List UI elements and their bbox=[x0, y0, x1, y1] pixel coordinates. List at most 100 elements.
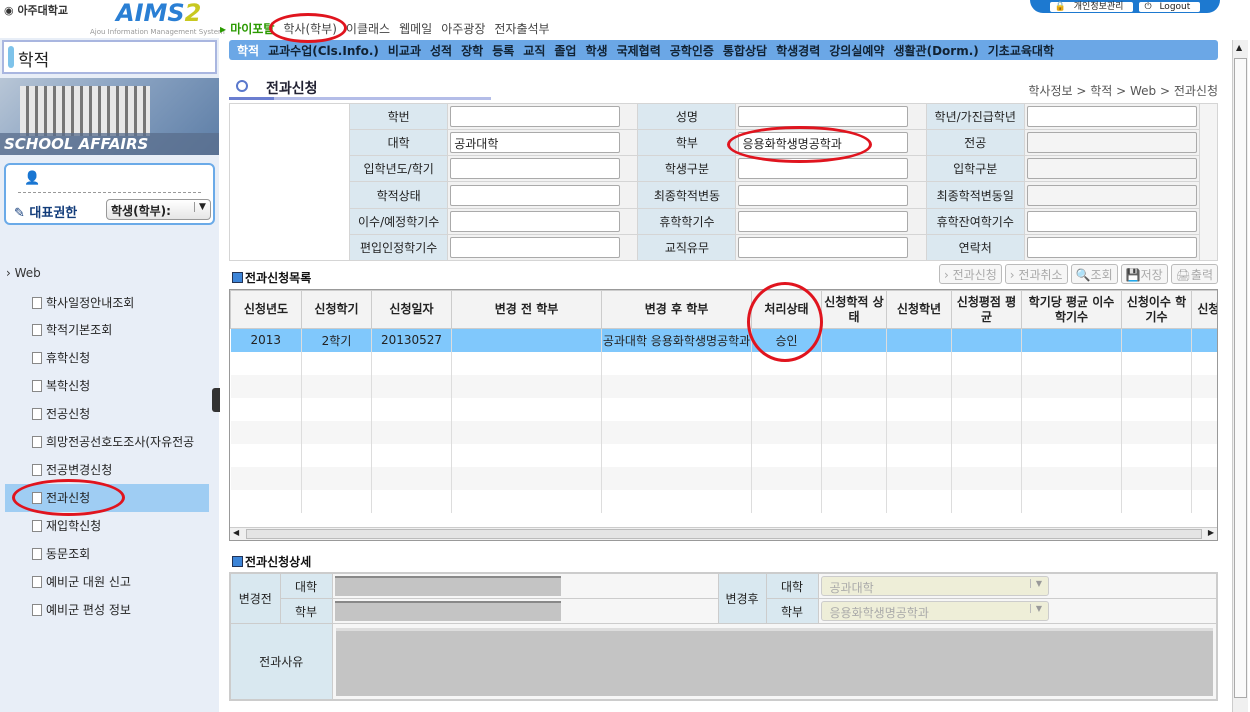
column-header[interactable]: 변경 후 학부 bbox=[601, 290, 752, 329]
sidebar-item[interactable]: 재입학신청 bbox=[32, 512, 209, 540]
menu-item[interactable]: 졸업 bbox=[554, 43, 577, 58]
scroll-left-icon[interactable]: ◀ bbox=[233, 528, 240, 537]
reason-textarea[interactable] bbox=[335, 627, 1213, 696]
scroll-up-icon[interactable]: ▲ bbox=[1236, 43, 1243, 52]
top-nav-haksa[interactable]: 학사(학부) bbox=[283, 22, 337, 36]
info-value-cell: 공과대학 bbox=[447, 129, 639, 157]
table-row-empty[interactable] bbox=[230, 489, 1217, 513]
cancel-apply-button[interactable]: › 전과취소 bbox=[1004, 264, 1068, 284]
menu-item[interactable]: 비교과 bbox=[387, 43, 422, 58]
menu-item[interactable]: 성적 bbox=[430, 43, 453, 58]
table-cell bbox=[1121, 351, 1192, 375]
column-header[interactable]: 학기당 평균 이수 학기수 bbox=[1021, 290, 1122, 329]
scroll-right-icon[interactable]: ▶ bbox=[1207, 528, 1214, 537]
top-nav-webmail[interactable]: 웹메일 bbox=[399, 22, 433, 36]
sidebar-item[interactable]: 복학신청 bbox=[32, 372, 209, 400]
column-header[interactable]: 신청이수 학기수 bbox=[1121, 290, 1192, 329]
info-value-cell bbox=[447, 207, 639, 235]
menu-item[interactable]: 통합상담 bbox=[722, 43, 768, 58]
sidebar-item-selected[interactable]: 전과신청 bbox=[5, 484, 209, 512]
sidebar-item[interactable]: 예비군 편성 정보 bbox=[32, 596, 209, 624]
table-cell bbox=[601, 489, 752, 513]
column-header[interactable]: 신청평점 평균 bbox=[951, 290, 1022, 329]
tree-root-web[interactable]: › Web bbox=[6, 266, 41, 280]
after-college-select[interactable]: 공과대학 ▼ bbox=[820, 576, 1049, 596]
sidebar-item[interactable]: 전공신청 bbox=[32, 400, 209, 428]
table-row-empty[interactable] bbox=[230, 466, 1217, 490]
sidebar-item-label: 학사일정안내조회 bbox=[46, 296, 135, 310]
top-nav-myportal[interactable]: ▸ 마이포탈 bbox=[220, 22, 275, 36]
menu-item[interactable]: 공학인증 bbox=[669, 43, 714, 58]
table-cell bbox=[1121, 443, 1192, 467]
menu-item[interactable]: 생활관(Dorm.) bbox=[893, 43, 979, 58]
menu-item[interactable]: 교직 bbox=[523, 43, 546, 58]
sidebar-item[interactable]: 희망전공선호도조사(자유전공 bbox=[32, 428, 209, 456]
info-label: 교직유무 bbox=[637, 233, 737, 262]
column-header[interactable]: 처리상태 bbox=[751, 290, 822, 329]
sidebar-item[interactable]: 휴학신청 bbox=[32, 344, 209, 372]
column-header[interactable]: 신청학기 bbox=[301, 290, 372, 329]
table-row-empty[interactable] bbox=[230, 374, 1217, 398]
info-label: 휴학잔여학기수 bbox=[925, 207, 1025, 235]
column-header[interactable]: 신청학년 bbox=[886, 290, 952, 329]
menu-item[interactable]: 기초교육대학 bbox=[987, 43, 1054, 58]
table-cell bbox=[451, 489, 602, 513]
info-value bbox=[1026, 236, 1197, 258]
menu-item[interactable]: 학생 bbox=[585, 43, 608, 58]
table-row-empty[interactable] bbox=[230, 351, 1217, 375]
table-cell bbox=[751, 351, 822, 375]
apply-button[interactable]: › 전과신청 bbox=[938, 264, 1002, 284]
save-button[interactable]: 💾저장 bbox=[1120, 264, 1168, 284]
menu-item[interactable]: 교과수업(Cls.Info.) bbox=[268, 43, 379, 58]
menu-item[interactable]: 등록 bbox=[492, 43, 515, 58]
table-cell bbox=[1021, 420, 1122, 444]
after-college-label: 대학 bbox=[765, 572, 819, 599]
sidebar-item[interactable]: 예비군 대원 신고 bbox=[32, 568, 209, 596]
after-dept-select[interactable]: 응용화학생명공학과 ▼ bbox=[820, 601, 1049, 621]
table-cell bbox=[1191, 466, 1217, 490]
search-button[interactable]: 🔍조회 bbox=[1070, 264, 1118, 284]
vertical-scrollbar[interactable]: ▲ bbox=[1232, 40, 1248, 712]
horizontal-scrollbar[interactable]: ◀ ▶ bbox=[230, 527, 1217, 540]
scrollbar-thumb[interactable] bbox=[1234, 58, 1247, 698]
table-row-empty[interactable] bbox=[230, 397, 1217, 421]
personal-info-button[interactable]: 🔒 개인정보관리 bbox=[1049, 1, 1134, 12]
info-value bbox=[1026, 210, 1197, 232]
sidebar-item[interactable]: 학사일정안내조회 bbox=[32, 289, 209, 317]
column-header[interactable]: 신청일자 bbox=[371, 290, 452, 329]
sidebar-collapse-handle[interactable] bbox=[212, 388, 220, 412]
table-row-empty[interactable] bbox=[230, 443, 1217, 467]
info-value-cell bbox=[1023, 181, 1200, 209]
top-nav-ajou-plaza[interactable]: 아주광장 bbox=[441, 22, 486, 36]
menu-item[interactable]: 장학 bbox=[461, 43, 484, 58]
sidebar-item[interactable]: 전공변경신청 bbox=[32, 456, 209, 484]
menu-item[interactable]: 강의실예약 bbox=[829, 43, 885, 58]
sidebar-item[interactable]: 동문조회 bbox=[32, 540, 209, 568]
table-row-empty[interactable] bbox=[230, 420, 1217, 444]
print-button[interactable]: 🖨출력 bbox=[1170, 264, 1218, 284]
scrollbar-thumb[interactable] bbox=[246, 529, 1202, 539]
logout-button[interactable]: ⏻ Logout bbox=[1139, 1, 1201, 12]
column-header[interactable]: 신청학적 상태 bbox=[821, 290, 887, 329]
university-logo: ◉ 아주대학교 bbox=[4, 4, 69, 17]
column-header[interactable]: 변경 전 학부 bbox=[451, 290, 602, 329]
role-select[interactable]: 학생(학부): ▼ bbox=[106, 199, 211, 220]
info-scrollbar[interactable] bbox=[1198, 103, 1219, 261]
main-menu: 학적 교과수업(Cls.Info.) 비교과 성적 장학 등록 교직 졸업 학생… bbox=[229, 40, 1218, 60]
sidebar-item[interactable]: 학적기본조회 bbox=[32, 316, 209, 344]
menu-item[interactable]: 국제협력 bbox=[616, 43, 661, 58]
table-cell bbox=[301, 489, 372, 513]
table-cell bbox=[230, 374, 302, 398]
menu-item[interactable]: 학적 bbox=[237, 43, 260, 58]
menu-item[interactable]: 학생경력 bbox=[776, 43, 821, 58]
column-header[interactable]: 신청 학 bbox=[1191, 290, 1217, 329]
table-cell bbox=[1021, 466, 1122, 490]
column-header[interactable]: 신청년도 bbox=[230, 290, 302, 329]
top-nav-attendance[interactable]: 전자출석부 bbox=[494, 22, 550, 36]
user-icon: 👤 bbox=[24, 171, 41, 186]
table-cell bbox=[886, 374, 952, 398]
info-label: 전공 bbox=[925, 129, 1025, 157]
table-row-selected[interactable]: 2013 2학기 20130527 공과대학 응용화학생명공학과 승인 bbox=[230, 328, 1217, 352]
top-nav-eclass[interactable]: 이클래스 bbox=[345, 22, 391, 36]
table-cell bbox=[951, 328, 1022, 352]
